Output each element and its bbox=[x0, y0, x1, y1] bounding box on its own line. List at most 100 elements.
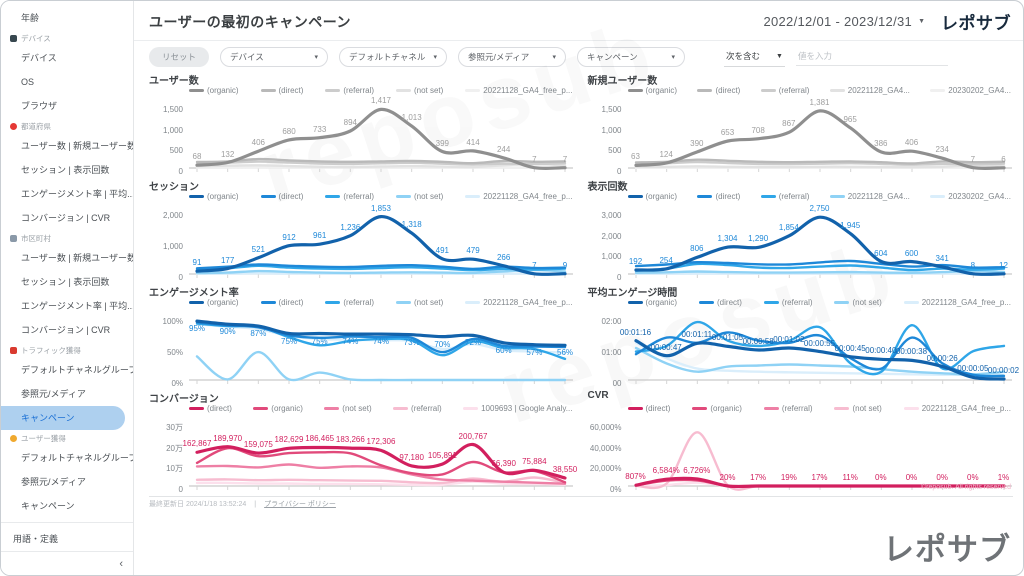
filter-dropdown-source-media[interactable]: 参照元/メディア ▾ bbox=[458, 47, 567, 67]
sidebar-item[interactable]: OS bbox=[21, 77, 35, 87]
legend-item[interactable]: (referral) bbox=[763, 404, 813, 413]
legend-label: 1009693 | Google Analy... bbox=[481, 404, 573, 413]
legend-item[interactable]: (organic) bbox=[692, 404, 742, 413]
sidebar-item[interactable]: ユーザー数 | 新規ユーザー数 bbox=[21, 253, 133, 263]
sidebar-item[interactable]: セッション | 表示回数 bbox=[21, 165, 110, 175]
legend-item[interactable]: (organic) bbox=[189, 192, 239, 201]
series-line bbox=[634, 269, 1005, 275]
sidebar-item[interactable]: コンバージョン | CVR bbox=[21, 325, 111, 335]
legend-item[interactable]: (referral) bbox=[760, 86, 809, 95]
condition-operator-select[interactable]: 次を含む ▼ bbox=[724, 47, 785, 67]
legend-item[interactable]: (direct) bbox=[260, 86, 304, 95]
legend-item[interactable]: (direct) bbox=[189, 404, 232, 413]
sidebar-collapse-icon[interactable]: ‹ bbox=[119, 558, 123, 570]
legend-item[interactable]: (direct) bbox=[697, 192, 740, 201]
legend-item[interactable]: (referral) bbox=[393, 404, 442, 413]
sidebar-item[interactable]: エンゲージメント率 | 平均... bbox=[21, 301, 133, 311]
legend-item[interactable]: (direct) bbox=[260, 298, 303, 307]
data-label: 708 bbox=[751, 125, 765, 135]
filter-value-input[interactable] bbox=[795, 48, 948, 66]
legend-item[interactable]: 20221128_GA4... bbox=[829, 86, 910, 95]
legend-item[interactable]: (organic) bbox=[627, 86, 677, 95]
sidebar-item[interactable]: 参照元/メディア bbox=[21, 477, 86, 487]
legend-label: (direct) bbox=[278, 86, 304, 95]
legend-item[interactable]: (not set) bbox=[324, 404, 372, 413]
data-label: 66,390 bbox=[491, 459, 516, 469]
data-label: 68 bbox=[192, 152, 202, 162]
chart-plot-area: (organic) (direct) (referral) 20221128_GA4.… bbox=[588, 191, 1014, 282]
legend-item[interactable]: 20221128_GA4_free_p... bbox=[903, 404, 1011, 413]
filter-dropdown-device[interactable]: デバイス ▾ bbox=[220, 47, 329, 67]
date-range-picker[interactable]: 2022/12/01 - 2023/12/31 ▼ bbox=[763, 14, 925, 29]
legend-item[interactable]: (not set) bbox=[834, 404, 882, 413]
data-label: 1,236 bbox=[340, 222, 361, 232]
legend-item[interactable]: (organic) bbox=[627, 192, 677, 201]
legend-item[interactable]: (organic) bbox=[189, 298, 239, 307]
legend-item[interactable]: 20221128_GA4_free_p... bbox=[465, 86, 573, 95]
legend-item[interactable]: (organic) bbox=[189, 86, 239, 95]
reset-button[interactable]: リセット bbox=[149, 47, 210, 67]
data-label: 183,266 bbox=[335, 435, 365, 445]
data-label: 0% bbox=[875, 473, 887, 482]
y-axis-tick: 1,000 bbox=[162, 242, 183, 251]
sidebar-item[interactable]: キャンペーン bbox=[21, 501, 75, 511]
sidebar-item[interactable]: ユーザー数 | 新規ユーザー数 bbox=[21, 141, 133, 151]
data-label: 75% bbox=[311, 336, 328, 346]
legend-item[interactable]: (referral) bbox=[325, 298, 374, 307]
legend-item[interactable]: 20230202_GA4... bbox=[930, 86, 1011, 95]
data-label: 74% bbox=[342, 337, 359, 347]
legend-item[interactable]: 20221128_GA4_free_p... bbox=[903, 298, 1011, 307]
legend-item[interactable]: (not set) bbox=[395, 86, 443, 95]
chart-legend: (organic) (direct) (referral) (not set) 2022… bbox=[189, 85, 573, 96]
legend-item[interactable]: (referral) bbox=[325, 192, 374, 201]
sidebar-footer: ‹ bbox=[1, 551, 133, 575]
legend-item[interactable]: (not set) bbox=[395, 298, 443, 307]
sidebar-item[interactable]: デフォルトチャネルグループ bbox=[21, 365, 133, 375]
legend-item[interactable]: (referral) bbox=[325, 86, 374, 95]
legend-label: (direct) bbox=[717, 298, 742, 307]
legend-swatch bbox=[465, 89, 481, 92]
filter-dropdown-campaign[interactable]: キャンペーン ▾ bbox=[577, 47, 686, 67]
legend-item[interactable]: 20221128_GA4_free_p... bbox=[465, 298, 573, 307]
legend-item[interactable]: (direct) bbox=[699, 298, 742, 307]
legend-item[interactable]: (not set) bbox=[834, 298, 882, 307]
series-line bbox=[195, 157, 567, 165]
legend-item[interactable]: 20230202_GA4... bbox=[930, 192, 1011, 201]
sidebar-item[interactable]: キャンペーン bbox=[1, 406, 125, 430]
legend-swatch bbox=[325, 301, 341, 304]
sidebar-item[interactable]: デバイス bbox=[21, 53, 57, 63]
series-line bbox=[195, 264, 567, 272]
data-label: 1,013 bbox=[401, 113, 422, 123]
legend-swatch bbox=[627, 407, 643, 410]
legend-item[interactable]: (referral) bbox=[760, 192, 809, 201]
sidebar-item[interactable]: セッション | 表示回数 bbox=[21, 277, 110, 287]
filter-dropdown-default-channel[interactable]: デフォルトチャネル ▾ bbox=[339, 47, 448, 67]
legend-item[interactable]: (direct) bbox=[697, 86, 740, 95]
privacy-policy-link[interactable]: プライバシー ポリシー bbox=[264, 501, 336, 508]
sidebar-item[interactable]: 年齢 bbox=[21, 13, 40, 23]
legend-item[interactable]: 20221128_GA4_free_p... bbox=[465, 192, 573, 201]
legend-item[interactable]: (direct) bbox=[627, 404, 670, 413]
sidebar-item[interactable]: エンゲージメント率 | 平均... bbox=[21, 189, 133, 199]
sidebar-item[interactable]: コンバージョン | CVR bbox=[21, 213, 111, 223]
legend-item[interactable]: 1009693 | Google Analy... bbox=[463, 404, 572, 413]
charts-grid: ユーザー数 (organic) (direct) (referral) (not set… bbox=[134, 70, 1023, 494]
legend-item[interactable]: (organic) bbox=[627, 298, 677, 307]
legend-item[interactable]: (not set) bbox=[395, 192, 443, 201]
legend-item[interactable]: (direct) bbox=[260, 192, 303, 201]
legend-label: 20221128_GA4_free_p... bbox=[921, 404, 1011, 413]
data-label: 6,584% bbox=[652, 466, 680, 476]
sidebar-item-terms[interactable]: 用語・定義 bbox=[13, 534, 59, 544]
sidebar-item[interactable]: デフォルトチャネルグループ bbox=[21, 453, 133, 463]
sidebar-item[interactable]: ブラウザ bbox=[21, 101, 58, 111]
series-line bbox=[634, 320, 1005, 376]
y-axis-tick: 3,000 bbox=[601, 211, 622, 220]
legend-item[interactable]: (referral) bbox=[763, 298, 813, 307]
data-label: 95% bbox=[188, 324, 206, 334]
legend-item[interactable]: 20221128_GA4... bbox=[829, 192, 910, 201]
legend-swatch bbox=[834, 407, 850, 410]
sidebar-item[interactable]: 参照元/メディア bbox=[21, 389, 86, 399]
data-label: 1% bbox=[997, 472, 1010, 482]
chart-title: 表示回数 bbox=[587, 182, 628, 193]
legend-item[interactable]: (organic) bbox=[253, 404, 303, 413]
